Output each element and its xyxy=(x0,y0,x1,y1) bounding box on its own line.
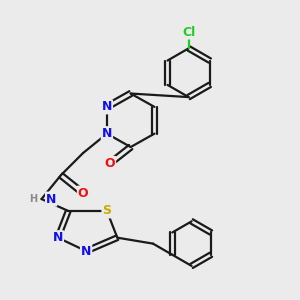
Text: O: O xyxy=(78,187,88,200)
Text: N: N xyxy=(102,100,112,113)
Text: Cl: Cl xyxy=(182,26,195,38)
Text: N: N xyxy=(46,193,56,206)
Text: N: N xyxy=(53,231,63,244)
Text: N: N xyxy=(81,244,91,258)
Text: H: H xyxy=(29,194,37,204)
Text: O: O xyxy=(105,157,115,170)
Text: N: N xyxy=(102,127,112,140)
Text: S: S xyxy=(102,204,111,218)
